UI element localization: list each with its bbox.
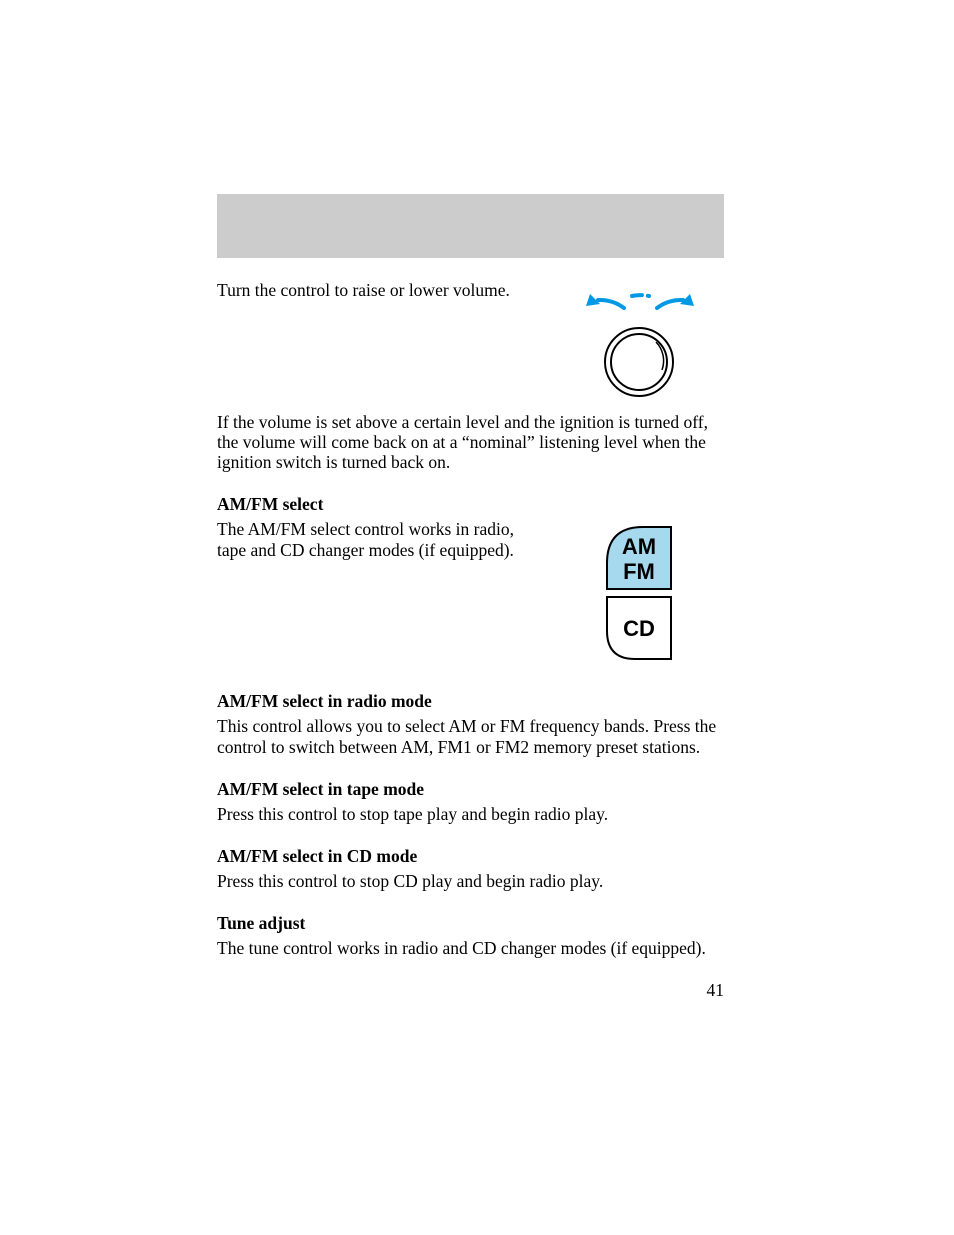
amfm-heading: AM/FM select — [217, 494, 724, 515]
amfm-radio-text: This control allows you to select AM or … — [217, 716, 724, 756]
cd-label: CD — [623, 616, 655, 641]
page-number: 41 — [707, 980, 725, 1001]
tune-heading: Tune adjust — [217, 913, 724, 934]
volume-note-text: If the volume is set above a certain lev… — [217, 412, 724, 472]
tune-text: The tune control works in radio and CD c… — [217, 938, 724, 958]
manual-page: Turn the control to raise or lower volum… — [0, 0, 954, 1235]
volume-intro-text: Turn the control to raise or lower volum… — [217, 280, 534, 300]
header-band — [217, 194, 724, 258]
volume-row: Turn the control to raise or lower volum… — [217, 280, 724, 400]
amfm-cd-heading: AM/FM select in CD mode — [217, 846, 724, 867]
amfm-intro-text: The AM/FM select control works in radio,… — [217, 519, 534, 559]
amfm-cd-text: Press this control to stop CD play and b… — [217, 871, 724, 891]
amfm-radio-heading: AM/FM select in radio mode — [217, 691, 724, 712]
fm-label: FM — [623, 559, 655, 584]
amfm-tape-heading: AM/FM select in tape mode — [217, 779, 724, 800]
amfm-cd-button-icon: AM FM CD — [589, 519, 689, 669]
amfm-row: The AM/FM select control works in radio,… — [217, 519, 724, 669]
volume-knob-figure — [554, 280, 724, 400]
amfm-tape-text: Press this control to stop tape play and… — [217, 804, 724, 824]
am-label: AM — [622, 534, 656, 559]
amfm-button-figure: AM FM CD — [554, 519, 724, 669]
volume-knob-icon — [554, 280, 724, 400]
